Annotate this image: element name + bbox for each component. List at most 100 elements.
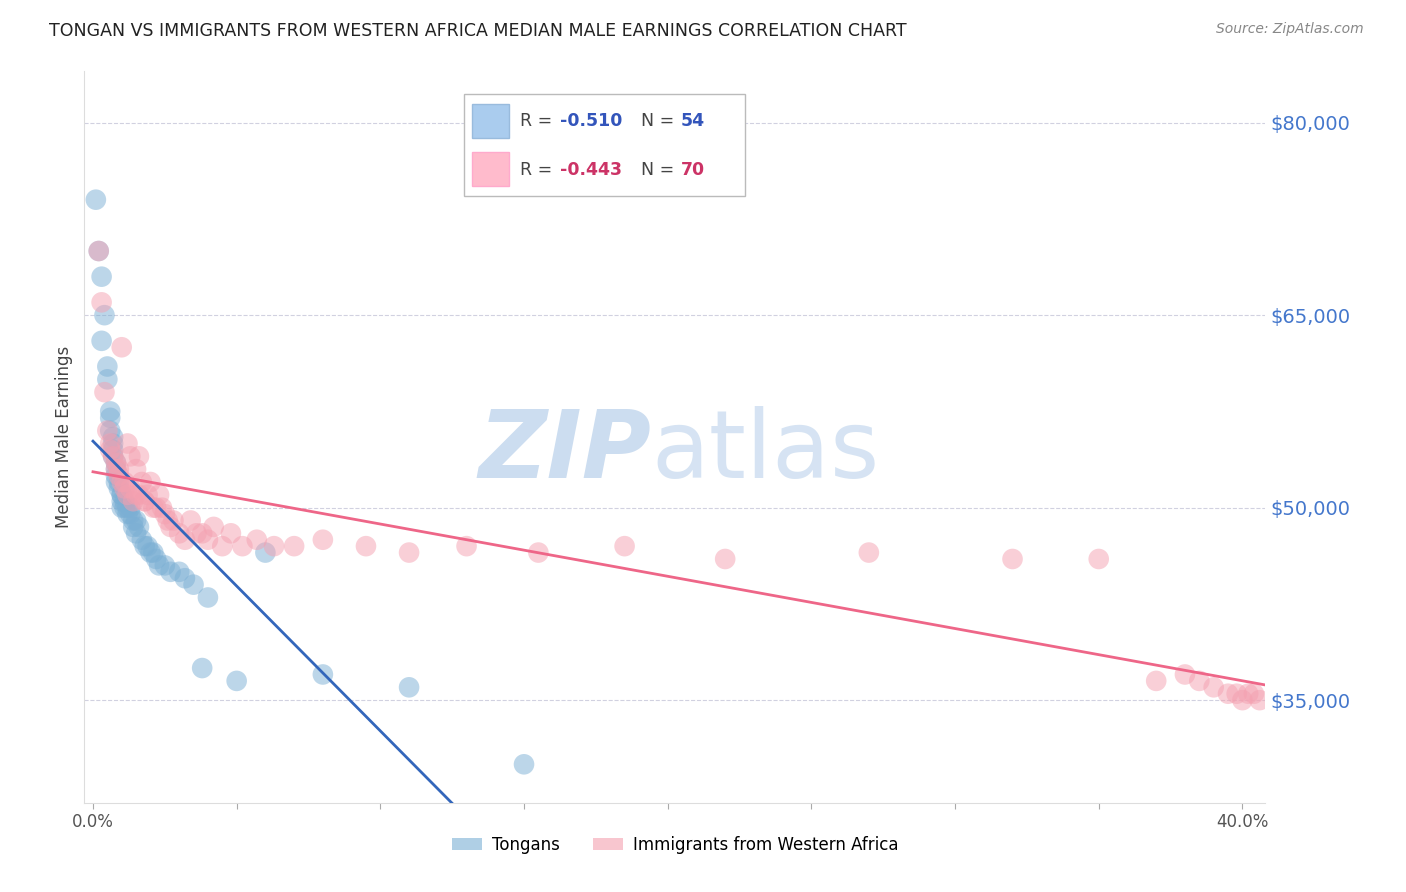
Point: [354, 539, 377, 553]
Point: [93, 308, 115, 322]
Point: [104, 468, 127, 483]
Point: [101, 450, 124, 464]
Point: [98, 410, 121, 425]
Point: [131, 533, 153, 547]
Point: [197, 591, 219, 605]
Point: [87, 244, 110, 258]
Point: [98, 442, 121, 457]
Point: [108, 482, 131, 496]
Point: [191, 526, 214, 541]
Point: [714, 552, 737, 566]
Point: [153, 558, 176, 573]
Point: [134, 539, 156, 553]
Point: [139, 475, 162, 489]
Text: atlas: atlas: [651, 406, 880, 498]
Point: [858, 545, 880, 559]
Point: [254, 545, 277, 559]
Point: [225, 673, 247, 688]
Point: [312, 533, 335, 547]
Point: [180, 514, 202, 528]
Point: [202, 520, 225, 534]
Point: [1202, 681, 1225, 695]
Point: [114, 475, 136, 489]
Point: [231, 539, 253, 553]
Point: [84, 193, 107, 207]
Point: [128, 520, 150, 534]
Point: [513, 757, 536, 772]
Text: R =: R =: [520, 161, 558, 178]
Point: [111, 488, 134, 502]
Point: [111, 500, 134, 515]
Point: [142, 500, 165, 515]
Point: [134, 494, 156, 508]
Point: [120, 500, 142, 515]
Point: [1188, 673, 1211, 688]
Point: [122, 514, 145, 528]
Text: ZIP: ZIP: [478, 406, 651, 498]
Point: [131, 475, 153, 489]
Point: [117, 488, 139, 502]
Point: [120, 482, 142, 496]
Point: [219, 526, 242, 541]
Point: [159, 520, 181, 534]
Point: [120, 507, 142, 521]
Point: [90, 295, 112, 310]
Point: [174, 571, 197, 585]
Legend: Tongans, Immigrants from Western Africa: Tongans, Immigrants from Western Africa: [444, 829, 905, 860]
Point: [98, 404, 121, 418]
Point: [456, 539, 478, 553]
Point: [174, 533, 197, 547]
Text: 70: 70: [681, 161, 704, 178]
Point: [90, 269, 112, 284]
Point: [1226, 687, 1249, 701]
Point: [96, 359, 118, 374]
Point: [1249, 693, 1271, 707]
Text: R =: R =: [520, 112, 558, 130]
Point: [1144, 673, 1167, 688]
Point: [1174, 667, 1197, 681]
Point: [104, 462, 127, 476]
Point: [162, 514, 184, 528]
Point: [398, 681, 420, 695]
Point: [87, 244, 110, 258]
Point: [96, 424, 118, 438]
Point: [104, 456, 127, 470]
Point: [114, 500, 136, 515]
Point: [98, 436, 121, 450]
Point: [98, 424, 121, 438]
Point: [159, 565, 181, 579]
Point: [125, 526, 148, 541]
Point: [148, 558, 170, 573]
Point: [263, 539, 285, 553]
Point: [145, 500, 167, 515]
Text: N =: N =: [641, 161, 681, 178]
Text: -0.510: -0.510: [560, 112, 621, 130]
Point: [96, 372, 118, 386]
Point: [312, 667, 335, 681]
Point: [1087, 552, 1109, 566]
Text: 54: 54: [681, 112, 704, 130]
Point: [398, 545, 420, 559]
Point: [104, 462, 127, 476]
Point: [114, 494, 136, 508]
Point: [104, 456, 127, 470]
Point: [117, 507, 139, 521]
Point: [527, 545, 550, 559]
Point: [139, 545, 162, 559]
Point: [136, 488, 159, 502]
Point: [191, 661, 214, 675]
Point: [101, 430, 124, 444]
Point: [613, 539, 636, 553]
FancyBboxPatch shape: [464, 94, 745, 196]
Text: N =: N =: [641, 112, 681, 130]
Point: [186, 526, 208, 541]
Point: [125, 462, 148, 476]
Point: [108, 468, 131, 483]
Point: [136, 539, 159, 553]
Point: [1001, 552, 1024, 566]
Point: [90, 334, 112, 348]
Point: [117, 500, 139, 515]
Point: [108, 475, 131, 489]
Point: [183, 577, 205, 591]
Point: [1216, 687, 1239, 701]
